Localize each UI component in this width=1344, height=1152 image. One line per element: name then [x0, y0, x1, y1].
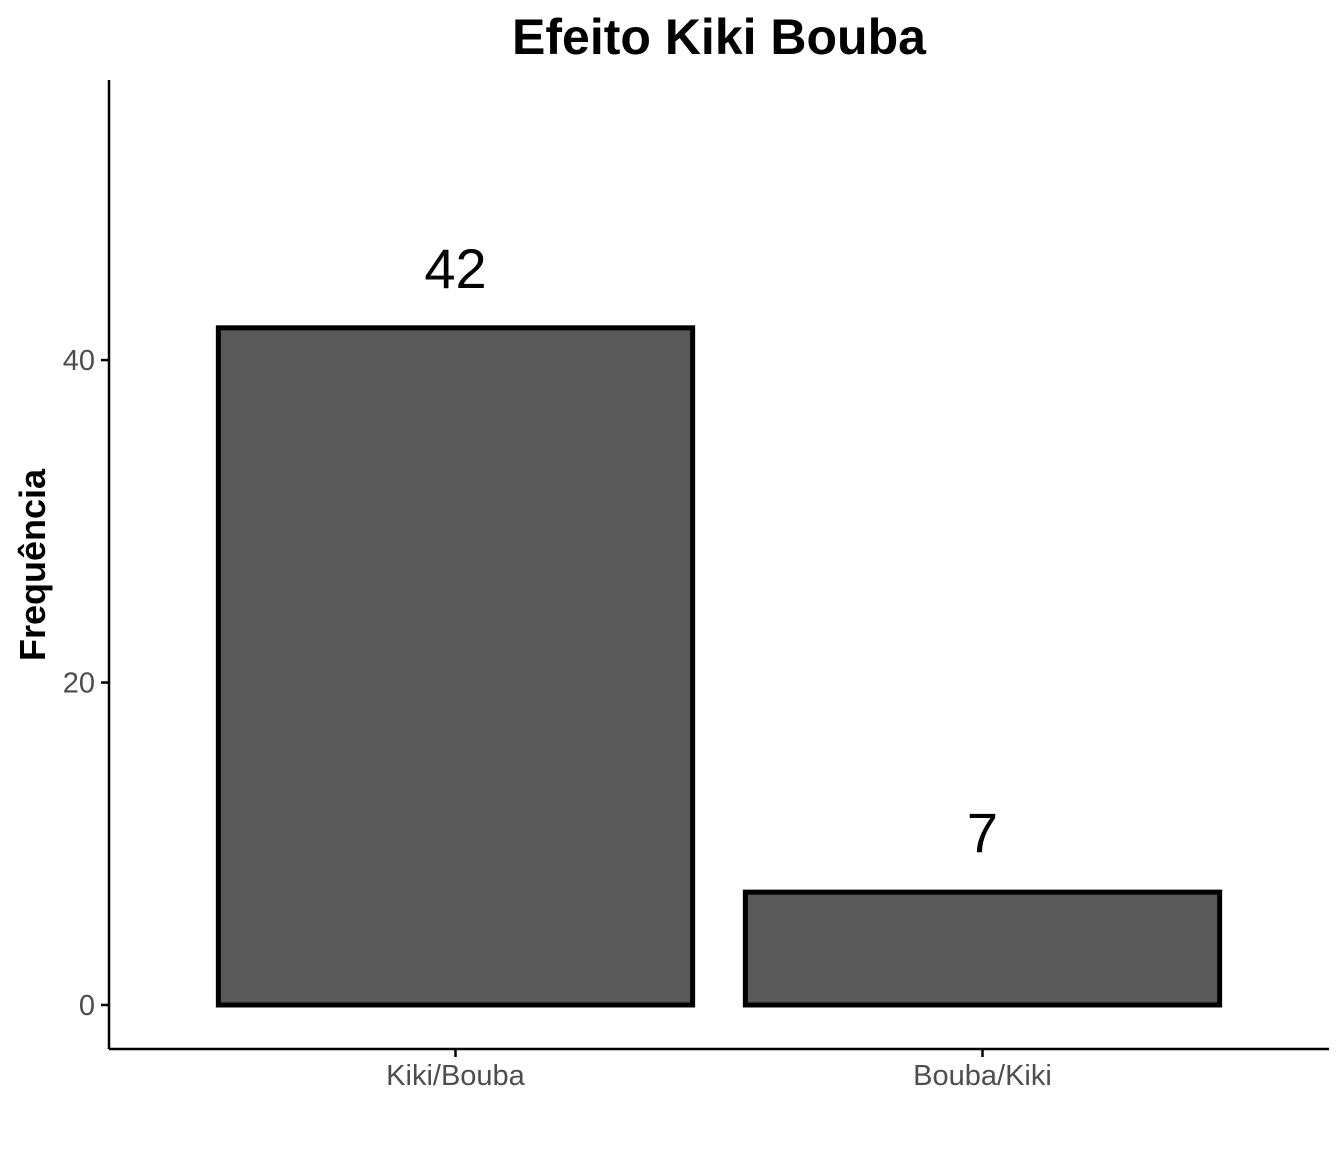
bar-bouba-kiki	[742, 889, 1223, 1008]
y-tick-label: 20	[63, 668, 95, 700]
y-axis-ticks: 0 20 40	[63, 345, 109, 1022]
x-tick-label: Bouba/Kiki	[913, 1060, 1052, 1092]
data-labels-group: 42 7	[424, 237, 998, 864]
bar-kiki-bouba	[215, 325, 696, 1008]
x-axis-ticks: Kiki/Bouba Bouba/Kiki	[386, 1049, 1052, 1092]
chart-title: Efeito Kiki Bouba	[512, 9, 927, 65]
data-label: 42	[424, 237, 486, 300]
bars-group	[215, 325, 1223, 1008]
y-tick-label: 40	[63, 345, 95, 377]
y-axis-title: Frequência	[12, 468, 53, 661]
x-tick-label: Kiki/Bouba	[386, 1060, 526, 1092]
data-label: 7	[967, 801, 998, 864]
y-tick-label: 0	[79, 990, 95, 1022]
